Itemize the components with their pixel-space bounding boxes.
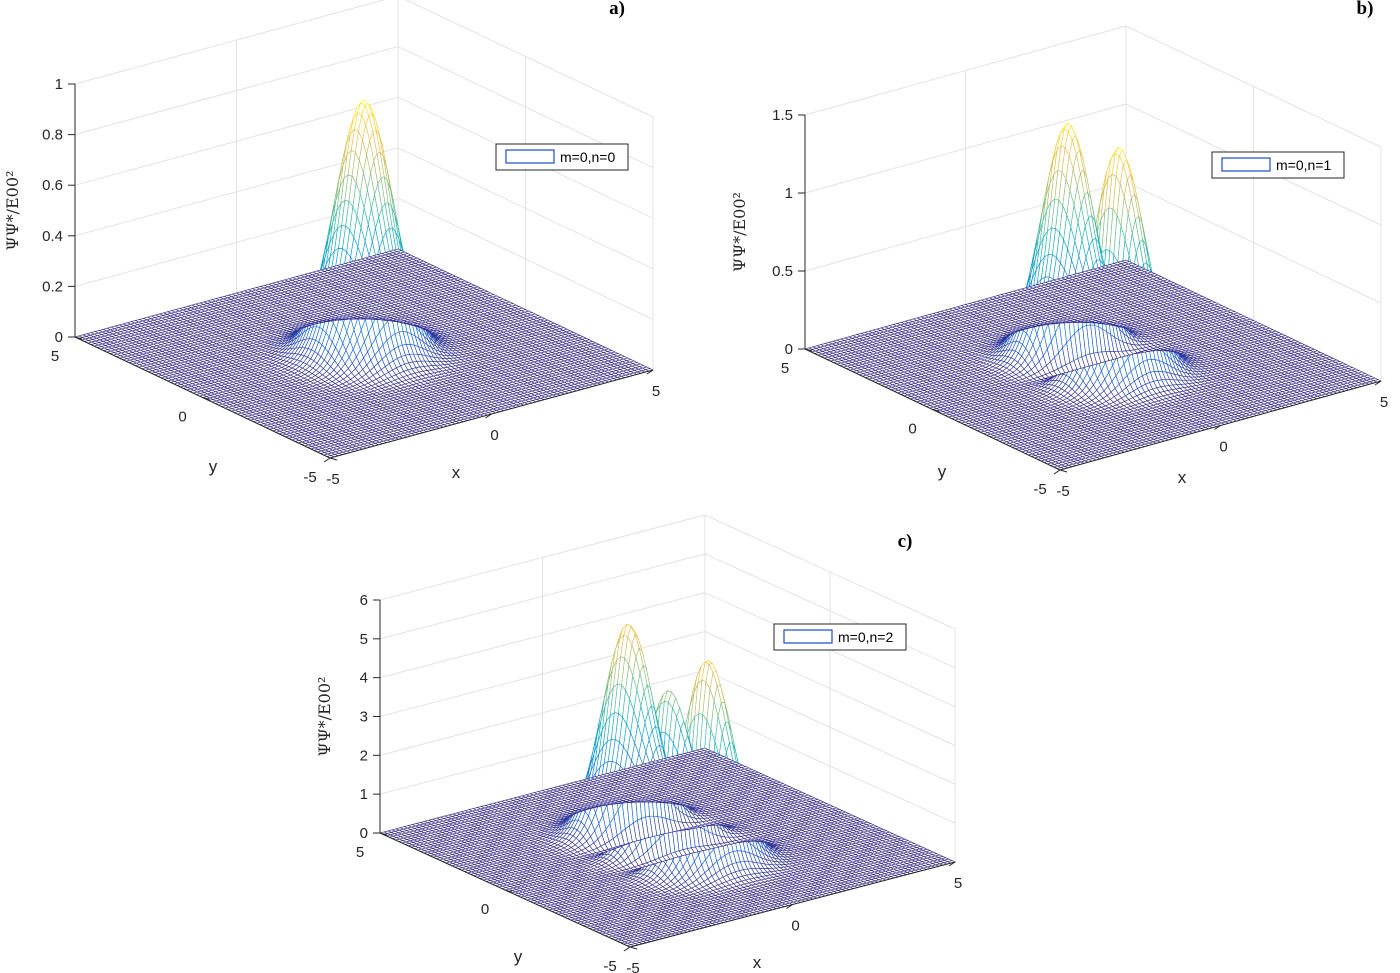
chart-panel-a: 00.20.40.60.81-505-505xyΨΨ*/E00²a)m=0,n=… (3, 0, 660, 488)
surface-plot (74, 99, 654, 459)
